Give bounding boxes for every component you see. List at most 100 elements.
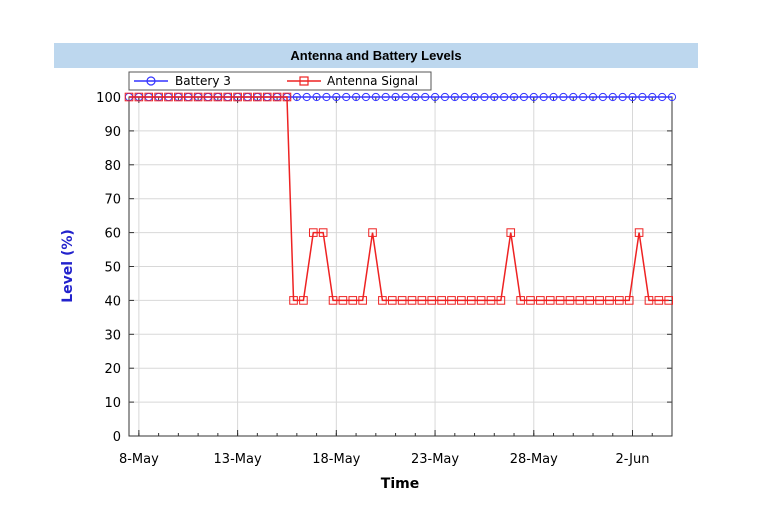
x-axis: 8-May 13-May 18-May 23-May 28-May 2-Jun	[119, 97, 673, 467]
antenna-point	[144, 92, 154, 102]
battery-point	[579, 92, 588, 102]
antenna-point	[124, 92, 134, 102]
series-group	[124, 92, 677, 305]
y-tick-label: 70	[104, 193, 121, 208]
battery-point	[539, 92, 548, 102]
battery-point	[371, 92, 380, 102]
antenna-point	[654, 296, 664, 305]
y-tick-label: 20	[104, 362, 121, 377]
x-tick-label: 23-May	[411, 452, 459, 467]
antenna-point	[253, 92, 262, 102]
y-tick-label: 80	[104, 159, 121, 174]
y-tick-label: 30	[104, 328, 121, 343]
antenna-point	[575, 296, 585, 305]
battery-point	[500, 92, 509, 102]
x-axis-title: Time	[381, 476, 419, 492]
antenna-point	[387, 296, 397, 305]
y-tick-label: 50	[104, 261, 121, 276]
antenna-point	[427, 296, 437, 305]
antenna-point	[299, 296, 308, 305]
antenna-point	[397, 296, 407, 305]
antenna-point	[585, 296, 595, 305]
battery-point	[401, 92, 410, 102]
antenna-point	[272, 92, 282, 102]
antenna-point	[358, 296, 367, 305]
antenna-point	[183, 92, 193, 102]
antenna-point	[466, 296, 476, 305]
antenna-point	[565, 296, 575, 305]
battery-point	[430, 92, 440, 102]
battery-point	[648, 92, 657, 102]
antenna-point	[134, 92, 144, 102]
antenna-point	[624, 296, 634, 305]
battery-point	[480, 92, 489, 102]
x-tick-label: 18-May	[312, 452, 360, 467]
antenna-point	[289, 296, 298, 305]
battery-point	[450, 92, 459, 102]
antenna-point	[545, 296, 555, 305]
antenna-point	[213, 92, 223, 102]
antenna-point	[644, 296, 654, 305]
antenna-point	[318, 228, 328, 237]
antenna-point	[526, 296, 535, 305]
legend-box	[128, 71, 432, 91]
battery-point	[421, 92, 430, 102]
antenna-point	[615, 296, 624, 305]
battery-point	[292, 92, 301, 102]
y-tick-label: 90	[104, 125, 121, 140]
antenna-point	[282, 92, 292, 102]
antenna-point	[536, 296, 545, 305]
battery-point	[342, 92, 351, 102]
antenna-point	[555, 296, 565, 305]
battery-point	[628, 92, 637, 102]
battery-point	[361, 92, 371, 102]
antenna-point	[457, 296, 466, 305]
antenna-point	[664, 296, 674, 305]
x-tick-label: 8-May	[119, 452, 159, 467]
battery-point	[411, 92, 420, 102]
antenna-point	[338, 296, 348, 305]
antenna-point	[348, 296, 358, 305]
antenna-point	[203, 92, 213, 102]
antenna-point	[233, 92, 242, 102]
battery-point	[509, 92, 519, 102]
antenna-point	[447, 296, 456, 305]
antenna-point	[243, 92, 252, 102]
antenna-point	[193, 92, 203, 102]
battery-point	[302, 92, 311, 102]
battery-point	[332, 92, 341, 102]
antenna-point	[634, 228, 644, 237]
x-tick-label: 13-May	[214, 452, 262, 467]
antenna-point	[308, 228, 318, 237]
y-tick-label: 40	[104, 294, 121, 309]
battery-point	[618, 92, 627, 102]
antenna-point	[174, 92, 183, 102]
antenna-point	[506, 228, 516, 237]
gridlines	[129, 97, 672, 436]
battery-point	[391, 92, 400, 102]
battery-point	[638, 92, 647, 102]
antenna-point	[605, 296, 614, 305]
x-tick-label: 28-May	[510, 452, 558, 467]
series-line-antenna-signal	[129, 96, 669, 302]
battery-point	[490, 92, 499, 102]
battery-point	[658, 92, 667, 102]
battery-point	[351, 92, 361, 102]
antenna-point	[164, 92, 173, 102]
antenna-point	[486, 296, 496, 305]
legend-antenna-label: Antenna Signal	[327, 74, 418, 88]
battery-point	[569, 92, 578, 102]
battery-point	[519, 92, 529, 102]
y-tick-label: 10	[104, 396, 121, 411]
antenna-point	[378, 296, 387, 305]
antenna-point	[496, 296, 506, 305]
legend-battery-label: Battery 3	[175, 74, 231, 88]
battery-point	[322, 92, 331, 102]
battery-point	[440, 92, 450, 102]
battery-point	[588, 92, 598, 102]
antenna-point	[328, 296, 338, 305]
legend-antenna-marker	[299, 76, 309, 86]
battery-point	[312, 92, 321, 102]
antenna-point	[262, 92, 272, 102]
